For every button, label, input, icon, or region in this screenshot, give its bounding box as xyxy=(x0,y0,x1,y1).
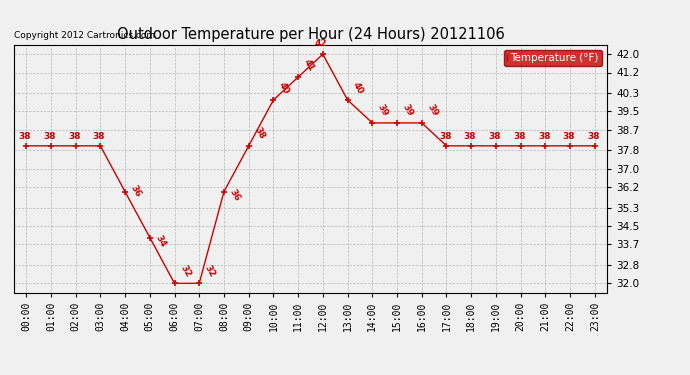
Text: 36: 36 xyxy=(228,188,242,203)
Text: 38: 38 xyxy=(439,132,451,141)
Text: 38: 38 xyxy=(489,132,501,141)
Text: 32: 32 xyxy=(178,263,193,279)
Text: 40: 40 xyxy=(351,80,365,95)
Text: 36: 36 xyxy=(129,183,143,198)
Text: 38: 38 xyxy=(19,132,31,141)
Text: 38: 38 xyxy=(43,132,56,141)
Text: 39: 39 xyxy=(401,103,415,118)
Text: 38: 38 xyxy=(93,132,106,141)
Legend: Temperature (°F): Temperature (°F) xyxy=(504,50,602,66)
Text: 38: 38 xyxy=(464,132,476,141)
Text: 39: 39 xyxy=(376,103,390,118)
Text: 34: 34 xyxy=(153,234,168,249)
Text: 42: 42 xyxy=(314,39,326,48)
Text: 38: 38 xyxy=(587,132,600,141)
Text: 41: 41 xyxy=(302,57,316,72)
Text: Copyright 2012 Cartronics.com: Copyright 2012 Cartronics.com xyxy=(14,31,155,40)
Title: Outdoor Temperature per Hour (24 Hours) 20121106: Outdoor Temperature per Hour (24 Hours) … xyxy=(117,27,504,42)
Text: 38: 38 xyxy=(562,132,575,141)
Text: 39: 39 xyxy=(426,103,440,118)
Text: 40: 40 xyxy=(277,80,291,95)
Text: 38: 38 xyxy=(538,132,551,141)
Text: 32: 32 xyxy=(203,263,217,279)
Text: 38: 38 xyxy=(253,126,266,141)
Text: 38: 38 xyxy=(68,132,81,141)
Text: 38: 38 xyxy=(513,132,526,141)
